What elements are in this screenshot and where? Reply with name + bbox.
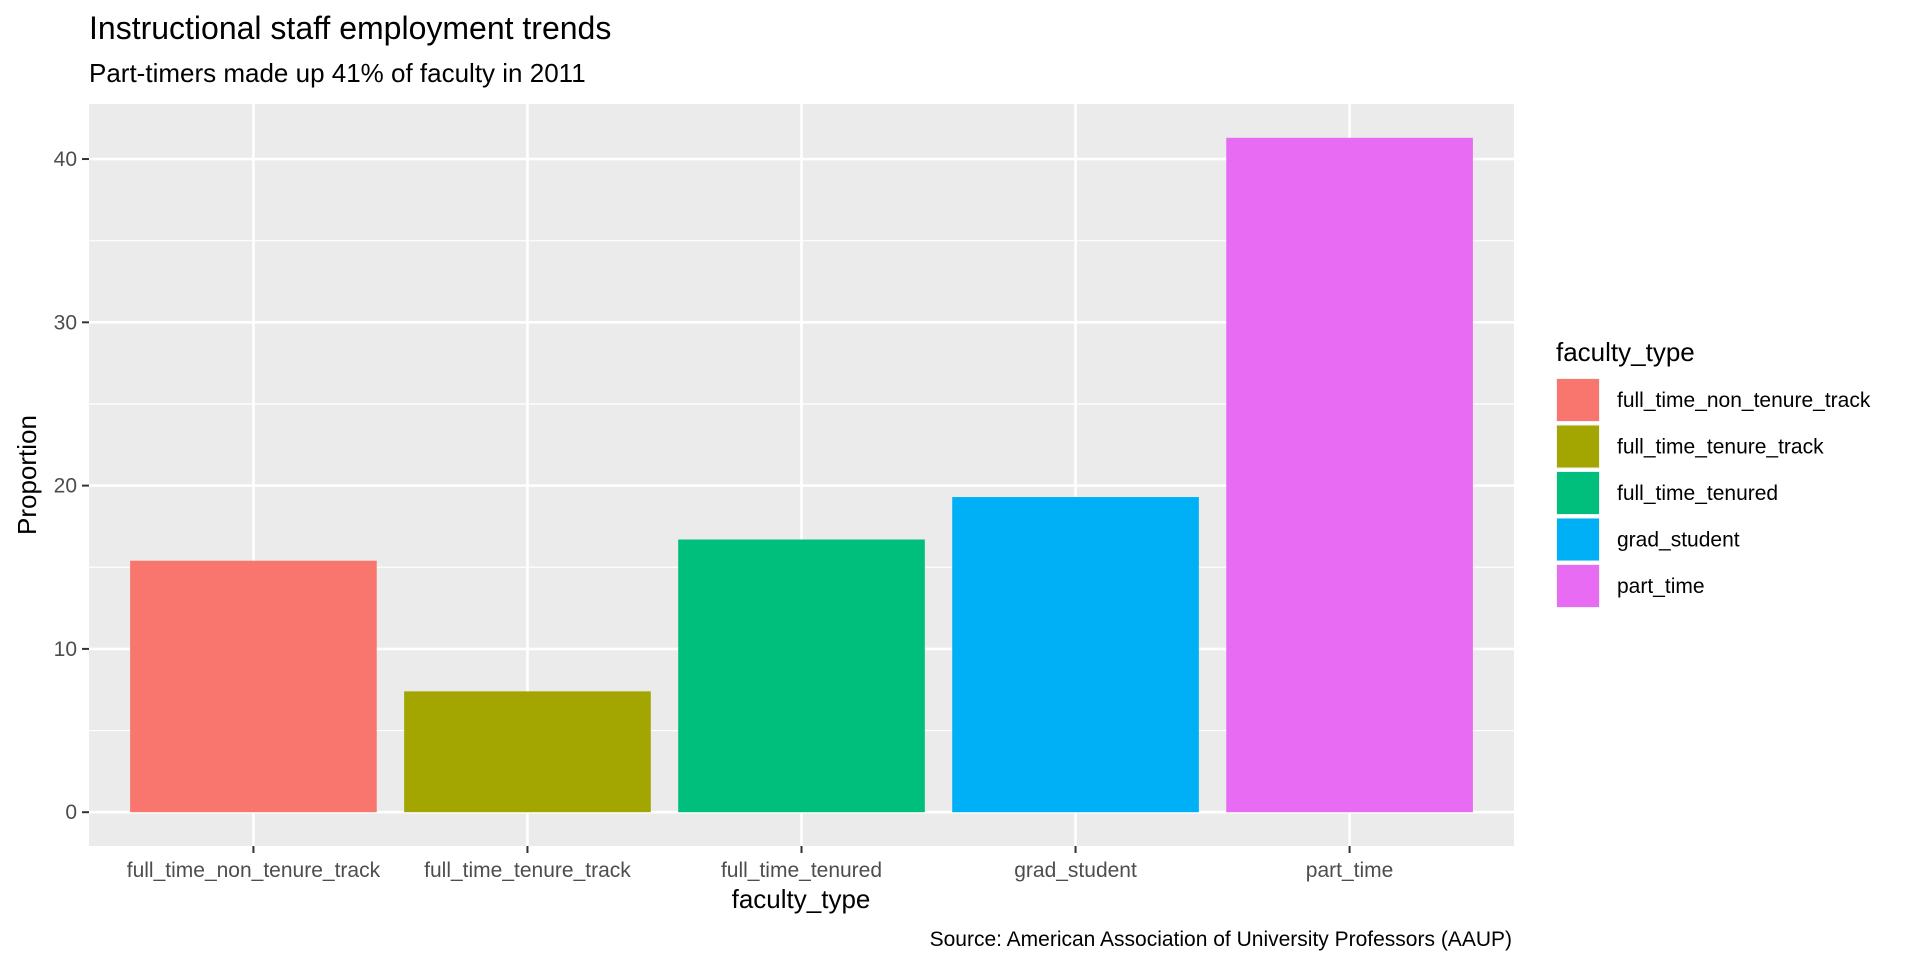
- y-tick-label: 20: [54, 475, 77, 498]
- legend-swatch-grad_student: [1557, 518, 1599, 561]
- y-axis: 0 10 20 30 40: [54, 148, 89, 824]
- x-tick-label: grad_student: [1014, 859, 1137, 882]
- y-axis-title: Proportion: [12, 415, 42, 535]
- legend-label: full_time_tenured: [1617, 482, 1778, 505]
- legend-title: faculty_type: [1556, 337, 1695, 367]
- x-axis: full_time_non_tenure_track full_time_tenu…: [127, 846, 1394, 882]
- x-tick-label: part_time: [1306, 859, 1394, 882]
- chart-caption: Source: American Association of Universi…: [930, 928, 1512, 951]
- bar-part_time: [1226, 137, 1473, 813]
- bar-grad_student: [952, 497, 1199, 813]
- legend-swatch-full_time_non_tenure_track: [1557, 379, 1599, 421]
- y-tick-label: 0: [65, 801, 77, 824]
- legend: faculty_type full_time_non_tenure_trackf…: [1556, 337, 1871, 608]
- x-tick-label: full_time_tenure_track: [424, 859, 631, 882]
- legend-label: grad_student: [1617, 529, 1740, 552]
- bars: [130, 137, 1473, 813]
- y-tick-label: 40: [54, 148, 77, 171]
- bar-full_time_non_tenure_track: [130, 560, 377, 813]
- bar-full_time_tenured: [678, 539, 925, 813]
- legend-swatch-full_time_tenure_track: [1557, 425, 1599, 468]
- bar-full_time_tenure_track: [404, 691, 651, 813]
- chart-subtitle: Part-timers made up 41% of faculty in 20…: [89, 58, 586, 88]
- legend-label: part_time: [1617, 575, 1705, 598]
- legend-label: full_time_non_tenure_track: [1617, 389, 1871, 412]
- legend-label: full_time_tenure_track: [1617, 436, 1824, 459]
- x-axis-title: faculty_type: [732, 884, 871, 914]
- x-tick-label: full_time_non_tenure_track: [127, 859, 381, 882]
- y-tick-label: 30: [54, 311, 77, 334]
- legend-swatch-part_time: [1557, 565, 1599, 607]
- y-tick-label: 10: [54, 638, 77, 661]
- chart-title: Instructional staff employment trends: [89, 10, 611, 46]
- legend-swatch-full_time_tenured: [1557, 472, 1599, 514]
- x-tick-label: full_time_tenured: [721, 859, 882, 882]
